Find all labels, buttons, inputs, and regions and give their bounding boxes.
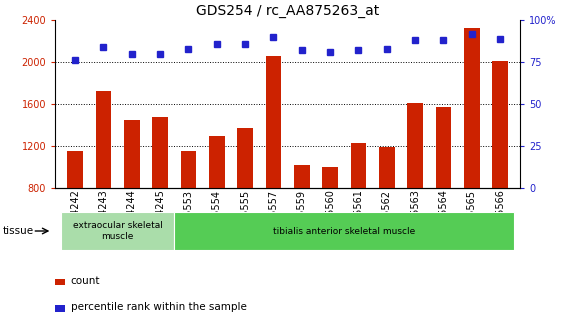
Text: tibialis anterior skeletal muscle: tibialis anterior skeletal muscle [273, 226, 415, 236]
Bar [181, 152, 196, 188]
Bar [266, 56, 281, 188]
Bar [124, 120, 139, 188]
Title: GDS254 / rc_AA875263_at: GDS254 / rc_AA875263_at [196, 4, 379, 18]
Text: tissue: tissue [3, 226, 34, 236]
Bar [67, 152, 83, 188]
Bar [351, 143, 366, 188]
Bar [209, 136, 224, 188]
Bar [322, 167, 338, 188]
Bar [237, 128, 253, 188]
FancyBboxPatch shape [61, 212, 174, 250]
Bar [96, 90, 111, 188]
Bar [55, 305, 66, 312]
Bar [492, 61, 508, 188]
FancyBboxPatch shape [174, 212, 514, 250]
Bar [464, 28, 479, 188]
Bar [407, 103, 423, 188]
Text: extraocular skeletal
muscle: extraocular skeletal muscle [73, 221, 163, 241]
Bar [294, 165, 310, 188]
Bar [436, 107, 451, 188]
Bar [55, 279, 66, 285]
Text: percentile rank within the sample: percentile rank within the sample [70, 302, 246, 312]
Bar [379, 147, 394, 188]
Bar [152, 117, 168, 188]
Text: count: count [70, 276, 100, 286]
